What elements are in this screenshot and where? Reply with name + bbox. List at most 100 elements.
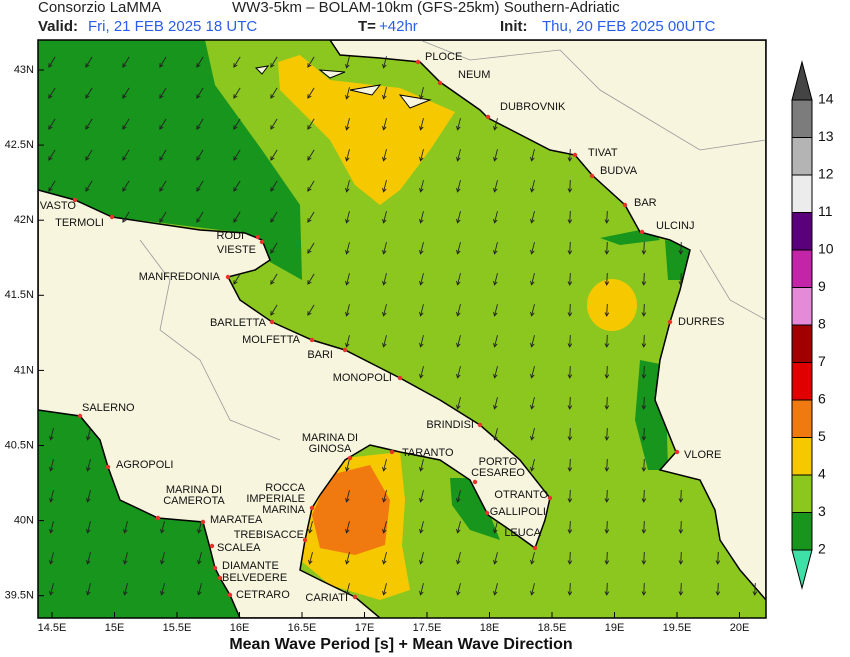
direction-arrow: [419, 118, 424, 131]
direction-arrow: [419, 521, 424, 534]
direction-arrow: [530, 211, 535, 224]
direction-arrow: [159, 149, 167, 161]
direction-arrow: [159, 211, 167, 223]
city-label: DURRES: [678, 316, 724, 328]
city-dot: [477, 422, 483, 428]
direction-arrow: [345, 118, 350, 131]
colorbar-box: [791, 437, 813, 476]
direction-arrow: [345, 490, 350, 503]
lon-label: 17E: [355, 622, 375, 634]
city-label: BELVEDERE: [222, 572, 287, 584]
city-dot: [209, 543, 215, 549]
direction-arrow: [48, 87, 56, 99]
direction-arrow: [160, 583, 165, 596]
direction-arrow: [49, 428, 54, 441]
direction-arrow: [456, 242, 461, 255]
direction-arrow: [604, 520, 610, 534]
direction-arrow: [678, 520, 684, 534]
sea-dark: [450, 478, 500, 540]
lat-label: 42N: [14, 214, 34, 226]
direction-arrow: [493, 180, 498, 193]
direction-arrow: [567, 365, 573, 379]
direction-arrow: [641, 582, 647, 596]
city-label: MARINA: [262, 504, 305, 516]
direction-arrow: [419, 335, 424, 348]
direction-arrow: [678, 241, 684, 255]
lon-label: 16E: [230, 622, 250, 634]
direction-arrow: [641, 334, 647, 348]
direction-arrow: [493, 521, 498, 534]
direction-arrow: [641, 458, 647, 472]
direction-arrow: [604, 427, 610, 441]
direction-arrow: [530, 335, 535, 348]
direction-arrow: [456, 583, 461, 596]
direction-arrow: [456, 273, 461, 286]
direction-arrow: [530, 428, 535, 441]
direction-arrow: [196, 87, 204, 99]
direction-arrow: [160, 521, 165, 534]
direction-arrow: [159, 180, 167, 192]
city-label: MARATEA: [210, 514, 263, 526]
direction-arrow: [567, 179, 573, 193]
border: [139, 40, 766, 441]
city-dot: [72, 197, 78, 203]
city-label: BARLETTA: [210, 317, 267, 329]
direction-arrow: [493, 583, 498, 596]
colorbar-box: [791, 99, 813, 138]
header-left: Consorzio LaMMA: [38, 0, 161, 16]
direction-arrow: [419, 149, 424, 162]
city-label: PLOCE: [425, 51, 462, 63]
direction-arrow: [456, 552, 461, 565]
direction-arrow: [85, 118, 93, 130]
valid-time: Fri, 21 FEB 2025 18 UTC: [88, 18, 257, 35]
colorbar-label: 9: [818, 278, 826, 294]
city-label: LEUCA: [504, 527, 541, 539]
direction-arrow: [233, 273, 241, 285]
lon-label: 14.5E: [38, 622, 67, 634]
direction-arrow: [233, 87, 241, 99]
direction-arrow: [641, 551, 647, 565]
direction-arrow: [493, 428, 498, 441]
city-dot: [77, 413, 83, 419]
direction-arrow: [419, 180, 424, 193]
direction-arrow: [456, 397, 461, 410]
city-label: CESAREO: [471, 467, 525, 479]
direction-arrow: [752, 582, 758, 596]
lat-label: 39.5N: [5, 590, 34, 602]
city-label: BUDVA: [600, 165, 638, 177]
direction-arrow: [641, 396, 647, 410]
direction-arrow: [270, 180, 278, 192]
city-dot: [437, 80, 443, 86]
direction-arrow: [382, 459, 387, 472]
direction-arrow: [493, 118, 498, 131]
lon-label: 18.5E: [538, 622, 567, 634]
colorbar-label: 3: [818, 503, 826, 519]
city-label: VLORE: [684, 449, 721, 461]
direction-arrow: [48, 56, 56, 68]
direction-arrow: [345, 304, 350, 317]
colorbar-top: [791, 60, 813, 101]
direction-arrow: [567, 272, 573, 286]
direction-arrow: [233, 211, 241, 223]
direction-arrow: [123, 583, 128, 596]
direction-arrow: [307, 180, 315, 192]
sea-warm: [587, 279, 637, 331]
city-label: BAR: [634, 197, 657, 209]
direction-arrow: [159, 87, 167, 99]
init-label: Init:: [500, 18, 528, 35]
direction-arrow: [49, 521, 54, 534]
direction-arrow: [604, 365, 610, 379]
direction-arrow: [307, 149, 315, 161]
direction-arrow: [493, 304, 498, 317]
direction-arrow: [307, 87, 315, 99]
direction-arrow: [85, 149, 93, 161]
direction-arrow: [530, 366, 535, 379]
direction-arrow: [48, 149, 56, 161]
direction-arrow: [567, 396, 573, 410]
direction-arrow: [456, 490, 461, 503]
direction-arrow: [196, 149, 204, 161]
city-label: ROCCA: [265, 482, 305, 494]
city-dot: [484, 510, 490, 516]
direction-arrow: [345, 459, 350, 472]
